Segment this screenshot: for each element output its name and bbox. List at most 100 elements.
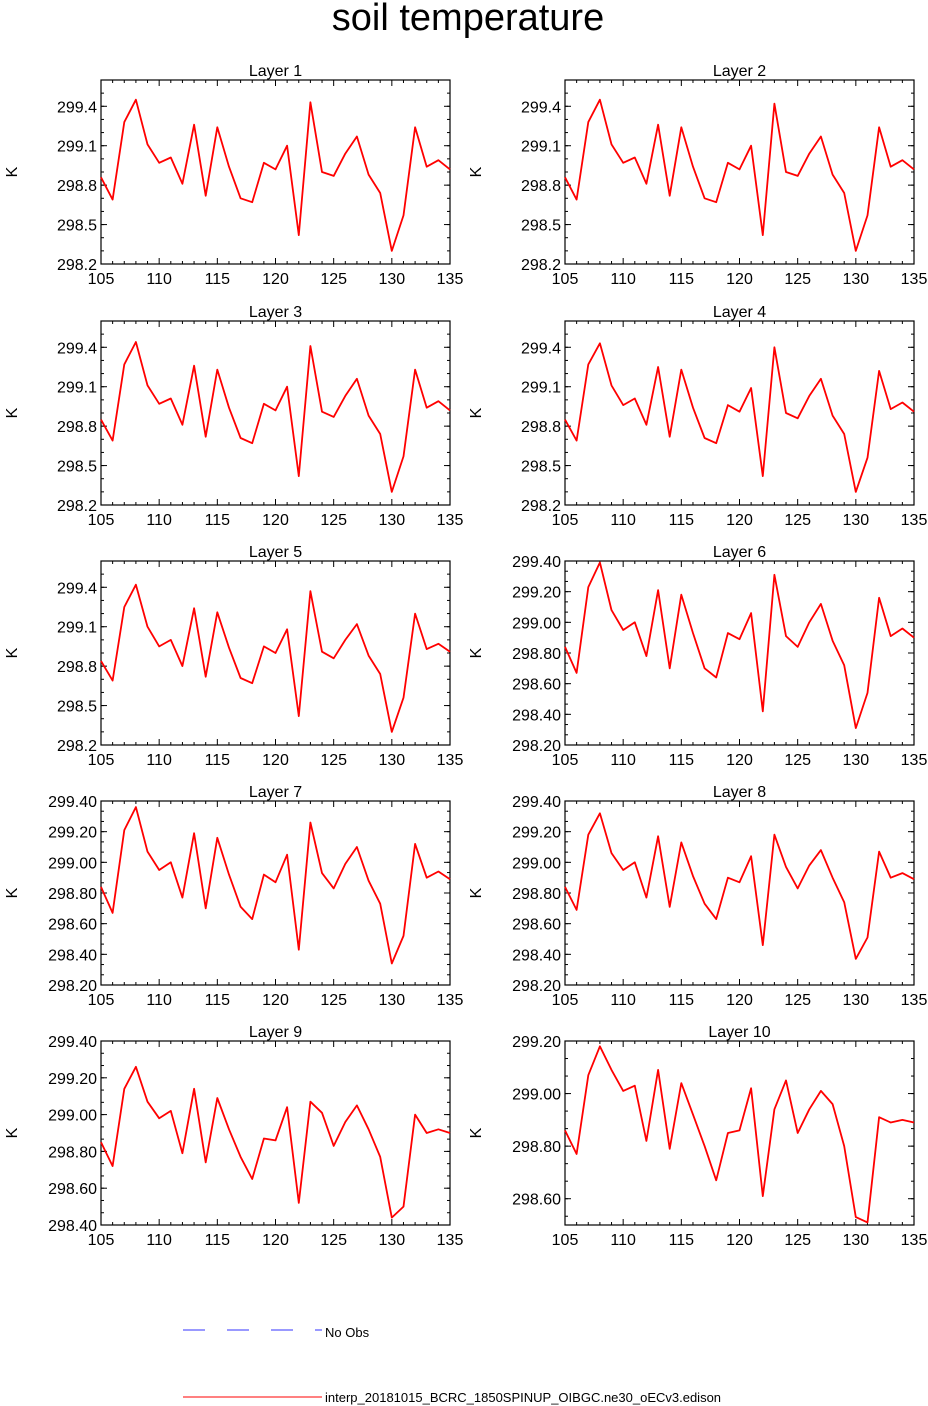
y-axis-label: K (4, 166, 21, 177)
y-tick-label: 298.80 (512, 886, 561, 903)
y-tick-label: 298.2 (521, 498, 561, 515)
y-tick-label: 299.40 (48, 794, 97, 811)
x-tick-label: 110 (610, 512, 636, 529)
y-tick-label: 298.8 (57, 419, 97, 436)
panel-title: Layer 10 (708, 1024, 770, 1041)
panel-layer-6: Layer 6 K 105 110 115 120 125 130 135 298.20 298.4… (468, 544, 927, 769)
panel-title: Layer 3 (249, 304, 302, 321)
main-title: soil temperature (332, 0, 604, 39)
x-tick-label: 125 (784, 512, 811, 529)
x-tick-label: 125 (320, 271, 347, 288)
y-tick-label: 299.1 (57, 380, 97, 397)
x-tick-label: 105 (88, 992, 115, 1009)
x-tick-label: 115 (205, 1232, 231, 1249)
x-tick-label: 110 (146, 512, 172, 529)
x-tick-label: 135 (437, 512, 464, 529)
y-tick-label: 298.5 (521, 459, 561, 476)
plot-frame (564, 79, 915, 265)
y-tick-label: 298.2 (521, 257, 561, 274)
x-tick-label: 120 (726, 752, 753, 769)
x-tick-label: 120 (262, 512, 289, 529)
y-tick-label: 299.1 (521, 139, 561, 156)
x-tick-label: 110 (610, 271, 636, 288)
x-tick-label: 105 (88, 1232, 115, 1249)
series-line (564, 561, 915, 729)
y-tick-label: 299.4 (521, 340, 561, 357)
x-tick-label: 125 (784, 992, 811, 1009)
y-tick-label: 298.80 (48, 1144, 97, 1161)
y-axis-label: K (4, 887, 21, 898)
y-tick-label: 298.5 (521, 218, 561, 235)
y-tick-label: 298.60 (512, 917, 561, 934)
x-tick-label: 110 (610, 752, 636, 769)
x-tick-label: 115 (205, 512, 231, 529)
plot-frame (100, 800, 451, 986)
y-tick-label: 298.2 (57, 738, 97, 755)
x-tick-label: 105 (88, 512, 115, 529)
y-axis-label: K (468, 647, 485, 658)
y-tick-label: 298.8 (57, 178, 97, 195)
x-tick-label: 125 (320, 1232, 347, 1249)
y-tick-label: 299.40 (512, 554, 561, 571)
y-axis-label: K (468, 887, 485, 898)
series-line (564, 98, 915, 252)
panel-layer-8: Layer 8 K 105 110 115 120 125 130 135 298.20 298.4… (468, 784, 927, 1009)
y-tick-label: 299.4 (57, 580, 97, 597)
panel-title: Layer 6 (713, 544, 766, 561)
y-tick-label: 299.20 (512, 825, 561, 842)
x-tick-label: 110 (146, 271, 172, 288)
series-line (100, 1065, 451, 1219)
x-tick-label: 125 (784, 271, 811, 288)
y-tick-label: 298.80 (48, 886, 97, 903)
y-tick-label: 299.00 (512, 855, 561, 872)
plot-frame (100, 320, 451, 506)
x-tick-label: 105 (88, 752, 115, 769)
x-tick-label: 105 (552, 752, 579, 769)
y-tick-label: 298.60 (512, 677, 561, 694)
y-tick-label: 299.00 (512, 615, 561, 632)
panel-layer-7: Layer 7 K 105 110 115 120 125 130 135 298.20 298.4… (4, 784, 463, 1009)
y-tick-label: 298.5 (57, 459, 97, 476)
x-tick-label: 115 (669, 752, 695, 769)
y-axis-label: K (4, 1127, 21, 1138)
series-line (100, 806, 451, 965)
y-tick-label: 299.40 (512, 794, 561, 811)
x-tick-label: 120 (262, 271, 289, 288)
x-tick-label: 120 (726, 271, 753, 288)
x-tick-label: 130 (842, 512, 869, 529)
series-line (564, 1045, 915, 1224)
panel-layer-5: Layer 5 K 105 110 115 120 125 130 135 298.2 298.5 2… (4, 544, 463, 769)
x-tick-label: 115 (669, 1232, 695, 1249)
y-tick-label: 299.4 (521, 99, 561, 116)
y-tick-label: 298.8 (521, 419, 561, 436)
x-tick-label: 130 (378, 1232, 405, 1249)
y-tick-label: 298.60 (512, 1192, 561, 1209)
x-tick-label: 130 (378, 992, 405, 1009)
x-tick-label: 115 (205, 271, 231, 288)
y-tick-label: 298.40 (512, 947, 561, 964)
x-tick-label: 110 (146, 752, 172, 769)
panel-title: Layer 2 (713, 63, 766, 80)
x-tick-label: 125 (784, 1232, 811, 1249)
y-tick-label: 298.60 (48, 1181, 97, 1198)
panel-title: Layer 9 (249, 1024, 302, 1041)
legend: No Obs interp_20181015_BCRC_1850SPINUP_O… (183, 1325, 721, 1405)
x-tick-label: 135 (437, 271, 464, 288)
x-tick-label: 125 (320, 992, 347, 1009)
x-tick-label: 130 (842, 271, 869, 288)
y-tick-label: 299.1 (57, 139, 97, 156)
x-tick-label: 120 (262, 1232, 289, 1249)
x-tick-label: 120 (726, 512, 753, 529)
x-tick-label: 130 (378, 512, 405, 529)
y-tick-label: 299.20 (512, 1034, 561, 1051)
legend-no-obs-label: No Obs (325, 1325, 370, 1340)
x-tick-label: 110 (146, 992, 172, 1009)
x-tick-label: 135 (901, 512, 928, 529)
y-tick-label: 299.4 (57, 340, 97, 357)
x-tick-label: 135 (437, 752, 464, 769)
x-tick-label: 135 (901, 992, 928, 1009)
y-tick-label: 299.1 (57, 620, 97, 637)
x-tick-label: 105 (552, 1232, 579, 1249)
panel-title: Layer 1 (249, 63, 302, 80)
y-axis-label: K (4, 647, 21, 658)
